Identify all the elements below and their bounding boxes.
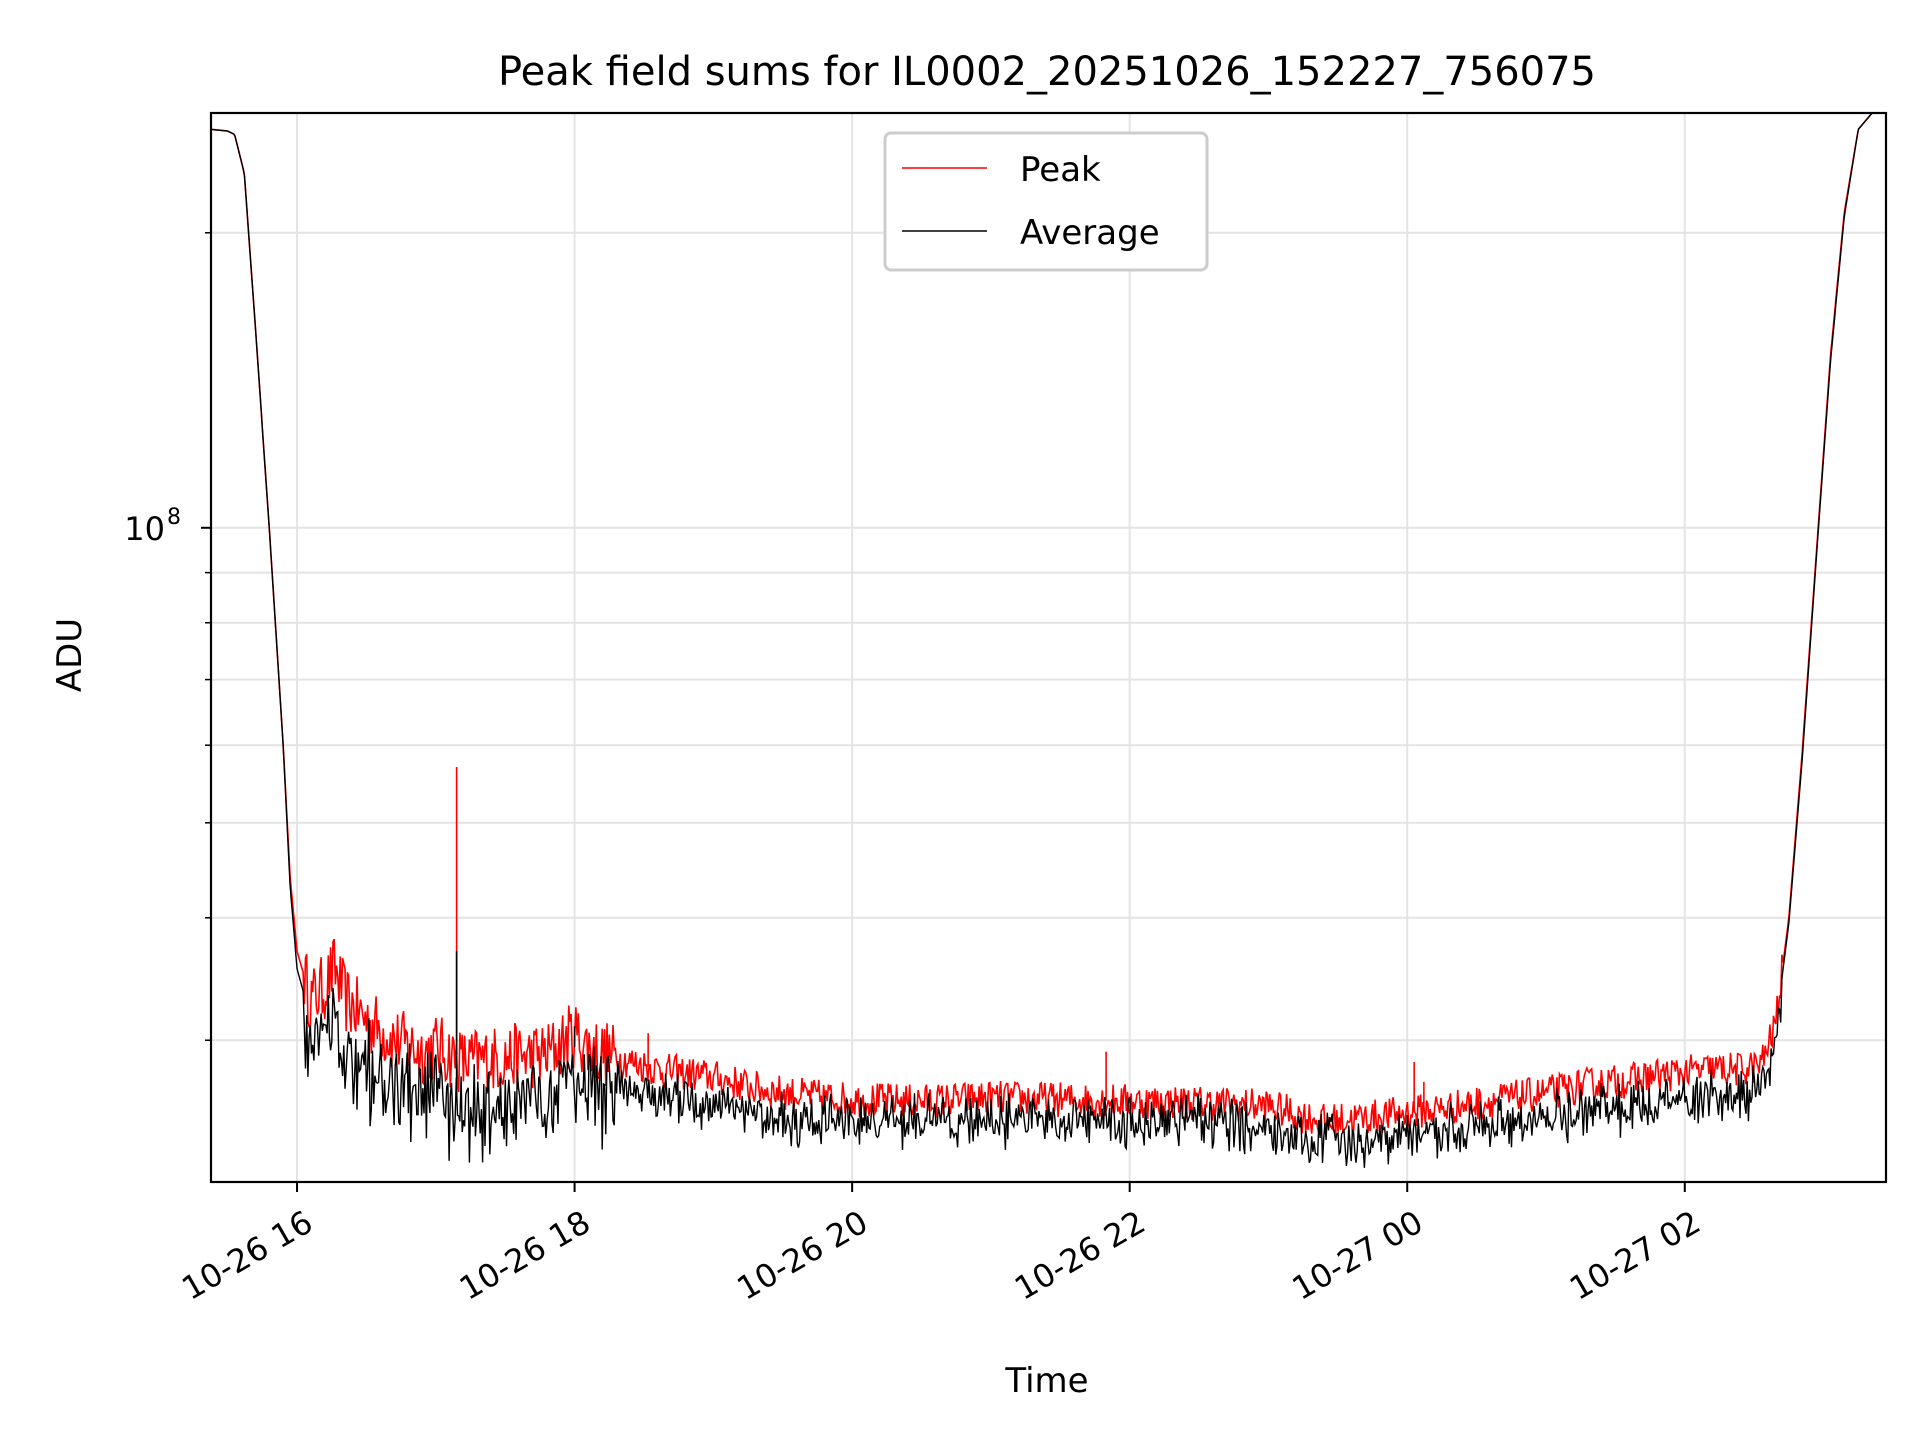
legend: Peak Average [883,131,1209,272]
legend-average-label: Average [1020,213,1160,253]
chart-title: Peak field sums for IL0002_20251026_1522… [498,49,1596,95]
plot-frame [209,111,1888,1184]
y-tick-label: 10 8 [124,505,181,548]
series-peak-line [211,113,1886,1138]
series-layer [211,113,1886,1168]
y-tick-label-exponent: 8 [167,505,181,530]
series-average-line [211,113,1886,1168]
legend-peak-label: Peak [1020,150,1101,190]
y-tick-label-base: 10 [124,510,165,548]
legend-box [883,131,1209,272]
y-axis-label: ADU [50,618,90,692]
x-axis-label: Time [1004,1361,1088,1401]
